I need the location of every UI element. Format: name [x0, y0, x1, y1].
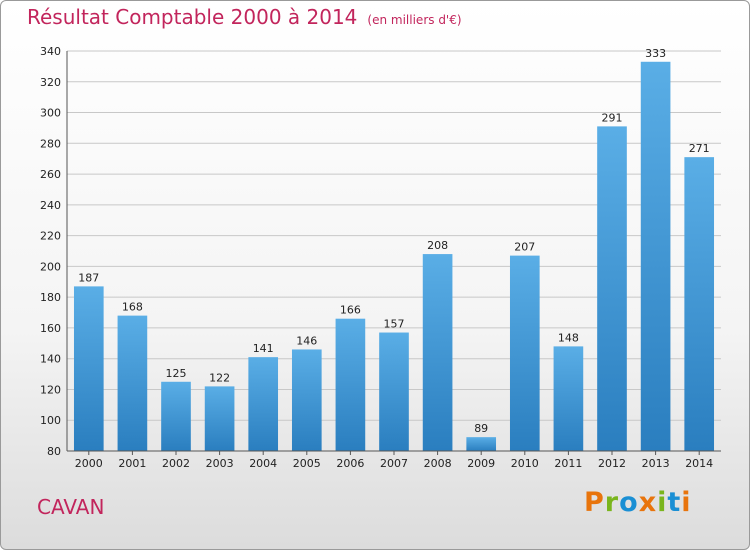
x-tick-label: 2012: [598, 457, 626, 470]
y-tick-label: 100: [40, 414, 61, 427]
bar: [204, 386, 235, 451]
proxiti-logo: Proxiti: [584, 487, 692, 518]
y-tick-label: 160: [40, 322, 61, 335]
bars: 187 168 125 122 141 146 166 157 208 89 207 148 291 33…: [73, 47, 715, 452]
axes: 80 100 120 140 160 180 200 220 240 260 280 300 320 34…: [40, 45, 721, 470]
x-tick-label: 2005: [293, 457, 321, 470]
x-tick-label: 2003: [206, 457, 234, 470]
data-label: 187: [78, 271, 99, 284]
x-tick-label: 2004: [249, 457, 277, 470]
chart-title-block: Résultat Comptable 2000 à 2014 (en millie…: [27, 5, 462, 29]
x-tick-label: 2008: [424, 457, 452, 470]
bar: [248, 357, 279, 451]
x-tick-label: 2001: [118, 457, 146, 470]
city-name: CAVAN: [37, 495, 105, 519]
bar: [597, 126, 627, 451]
x-tick-label: 2006: [336, 457, 364, 470]
y-tick-label: 200: [40, 260, 61, 273]
y-tick-label: 340: [40, 45, 61, 58]
bar: [379, 332, 409, 451]
bar: [73, 286, 104, 451]
logo-letter: o: [619, 487, 639, 518]
bar: [553, 346, 584, 451]
bar: [684, 157, 715, 451]
chart-subtitle: (en milliers d'€): [367, 13, 462, 27]
x-tick-label: 2014: [685, 457, 713, 470]
y-tick-label: 240: [40, 199, 61, 212]
y-tick-label: 140: [40, 353, 61, 366]
x-tick-label: 2013: [642, 457, 670, 470]
y-tick-label: 320: [40, 76, 61, 89]
bar: [161, 381, 191, 451]
logo-letter: i: [657, 487, 668, 518]
x-tick-label: 2002: [162, 457, 190, 470]
y-tick-label: 280: [40, 137, 61, 150]
data-label: 122: [209, 371, 230, 384]
data-label: 157: [384, 318, 405, 331]
y-tick-label: 80: [47, 445, 61, 458]
y-tick-label: 300: [40, 107, 61, 120]
x-tick-label: 2009: [467, 457, 495, 470]
x-tick-label: 2000: [75, 457, 103, 470]
data-label: 125: [166, 367, 187, 380]
data-label: 141: [253, 342, 274, 355]
data-label: 271: [689, 142, 710, 155]
x-tick-label: 2010: [511, 457, 539, 470]
data-label: 146: [296, 334, 317, 347]
x-tick-label: 2007: [380, 457, 408, 470]
logo-letter: i: [681, 487, 692, 518]
y-tick-label: 180: [40, 291, 61, 304]
bar: [117, 315, 148, 451]
logo-letter: r: [604, 487, 620, 518]
y-tick-label: 120: [40, 383, 61, 396]
data-label: 168: [122, 301, 143, 314]
bar: [335, 318, 366, 451]
y-tick-label: 260: [40, 168, 61, 181]
data-label: 333: [645, 47, 666, 60]
data-label: 207: [514, 241, 535, 254]
data-label: 166: [340, 304, 361, 317]
data-label: 89: [474, 422, 488, 435]
bar: [422, 254, 453, 451]
bar: [640, 61, 671, 452]
data-label: 208: [427, 239, 448, 252]
data-label: 148: [558, 331, 579, 344]
bar: [466, 437, 497, 451]
bar: [509, 255, 540, 451]
data-label: 291: [602, 111, 623, 124]
x-tick-label: 2011: [554, 457, 582, 470]
bar: [291, 349, 322, 451]
logo-letter: x: [638, 487, 658, 518]
chart-title: Résultat Comptable 2000 à 2014: [27, 5, 358, 29]
logo-letter: t: [667, 487, 682, 518]
logo-letter: P: [584, 487, 605, 518]
y-tick-label: 220: [40, 230, 61, 243]
